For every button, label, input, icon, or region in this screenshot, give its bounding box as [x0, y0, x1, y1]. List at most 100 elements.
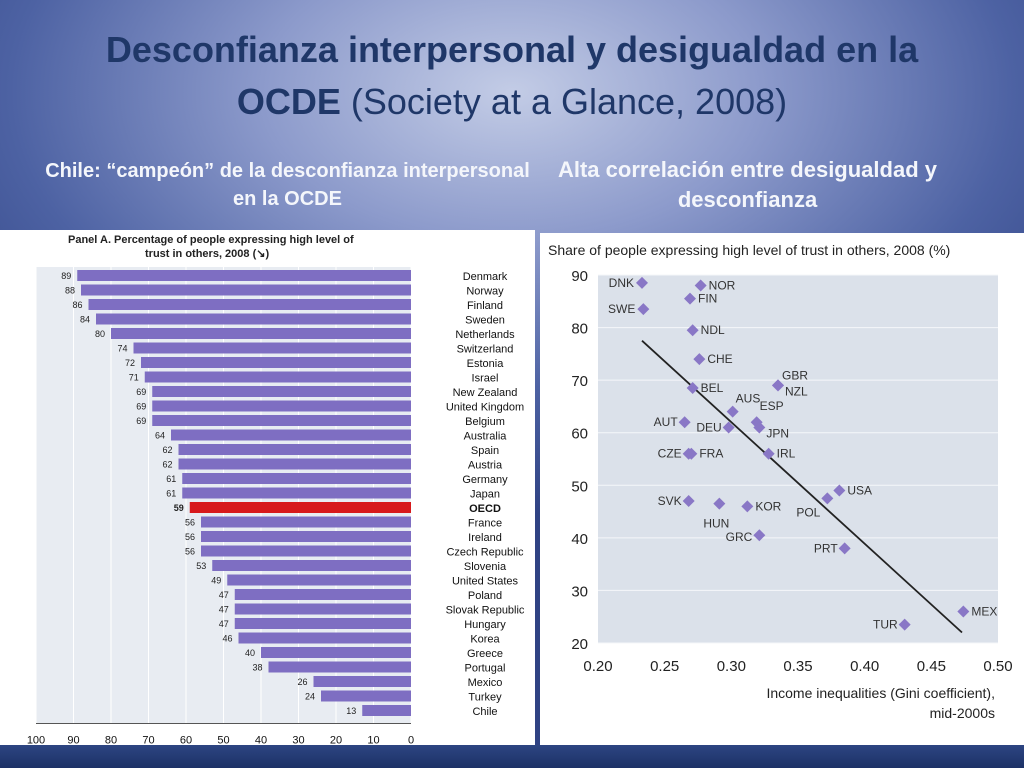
scatter-point: [682, 495, 695, 508]
bar: [182, 487, 411, 499]
scatter-y-tick-label: 60: [571, 426, 588, 443]
scatter-point: [898, 618, 911, 631]
bar-category-label: Netherlands: [455, 329, 515, 341]
scatter-point: [722, 421, 735, 434]
bar-value-label: 56: [185, 518, 195, 528]
bar: [227, 574, 411, 586]
bar: [81, 284, 411, 296]
scatter-plot-area: [598, 275, 998, 643]
bar-category-label: United States: [452, 576, 519, 588]
scatter-y-tick-label: 90: [571, 268, 588, 285]
bar-value-label: 86: [72, 300, 82, 310]
scatter-point-label: AUT: [654, 415, 679, 429]
scatter-x-axis-title-line-2: mid-2000s: [930, 705, 995, 721]
bar: [201, 516, 411, 528]
subtitle-left: Chile: “campeón” de la desconfianza inte…: [45, 160, 530, 210]
bar-category-label: France: [468, 518, 502, 530]
scatter-point: [833, 484, 846, 497]
scatter-point: [957, 605, 970, 618]
scatter-y-tick-label: 80: [571, 321, 588, 338]
scatter-y-tick-label: 40: [571, 531, 588, 548]
scatter-point-label: GBR: [782, 368, 808, 382]
bar-value-label: 61: [166, 489, 176, 499]
scatter-point: [685, 447, 698, 460]
subtitle-right: Alta correlación entre desigualdad y des…: [557, 157, 937, 212]
bar-category-label: New Zealand: [453, 387, 518, 399]
bar: [133, 342, 411, 354]
scatter-point-label: USA: [847, 484, 872, 498]
scatter-point-label: SWE: [608, 302, 635, 316]
bar: [77, 270, 411, 281]
bar-value-label: 69: [136, 387, 146, 397]
bar: [144, 371, 411, 383]
scatter-point-label: IRL: [777, 447, 796, 461]
bar-value-label: 61: [166, 474, 176, 484]
bar-category-label: Israel: [472, 373, 499, 385]
bar-category-label: Ireland: [468, 532, 502, 544]
bar: [321, 690, 411, 702]
bar-tick-label: 0: [408, 735, 414, 746]
bar-category-label: Mexico: [468, 677, 503, 689]
bar: [189, 502, 411, 513]
bar: [178, 444, 411, 455]
bar: [201, 531, 411, 542]
bar: [268, 661, 411, 673]
scatter-point: [637, 303, 650, 316]
bar-category-label: United Kingdom: [446, 402, 524, 414]
bar-value-label: 84: [80, 315, 90, 325]
scatter-point-label: NDL: [701, 323, 725, 337]
bar-category-label: Turkey: [468, 692, 502, 704]
bar-chart-panel: Panel A. Percentage of people expressing…: [0, 230, 535, 745]
scatter-point-label: TUR: [873, 618, 898, 632]
scatter-point-label: AUS: [736, 392, 761, 406]
scatter-point: [678, 416, 691, 429]
title-source: (Society at a Glance, 2008): [350, 81, 788, 122]
scatter-x-tick-label: 0.45: [917, 658, 946, 675]
bar-value-label: 74: [117, 344, 127, 354]
bar-category-label: Portugal: [465, 663, 506, 675]
scatter-x-tick-label: 0.50: [983, 658, 1012, 675]
scatter-point: [750, 416, 763, 429]
scatter-point: [693, 353, 706, 366]
scatter-chart: Share of people expressing high level of…: [548, 242, 1013, 721]
scatter-y-tick-label: 50: [571, 478, 588, 495]
bar-value-label: 56: [185, 532, 195, 542]
scatter-point: [753, 529, 766, 542]
bar-category-label: Austria: [468, 460, 503, 472]
scatter-x-tick-label: 0.25: [650, 658, 679, 675]
bar-category-label: OECD: [469, 503, 501, 515]
bar-value-label: 49: [211, 576, 221, 586]
bar-category-label: Chile: [472, 706, 497, 718]
scatter-point-label: NZL: [785, 384, 808, 398]
bar-value-label: 26: [297, 677, 307, 687]
scatter-point-label: NOR: [709, 279, 736, 293]
bar-tick-label: 60: [180, 735, 192, 746]
scatter-point: [686, 382, 699, 395]
scatter-point: [762, 447, 775, 460]
bar-value-label: 80: [95, 329, 105, 339]
scatter-point-label: CHE: [707, 352, 732, 366]
bar-category-label: Slovak Republic: [446, 605, 525, 617]
bar: [88, 299, 411, 310]
bar-category-label: Japan: [470, 489, 500, 501]
bar-tick-label: 100: [27, 735, 45, 746]
bar: [182, 473, 411, 484]
scatter-point: [821, 492, 834, 505]
scatter-point: [713, 497, 726, 510]
bar: [201, 545, 411, 557]
scatter-point-label: ESP: [760, 399, 784, 413]
bar-chart-title-line-1: Panel A. Percentage of people expressing…: [68, 234, 354, 246]
bar-category-label: Hungary: [464, 619, 506, 631]
scatter-point-label: MEX: [971, 604, 997, 618]
bar-category-label: Switzerland: [457, 344, 514, 356]
bar-value-label: 89: [61, 271, 71, 281]
bar-value-label: 69: [136, 402, 146, 412]
scatter-point: [686, 324, 699, 337]
bar: [178, 458, 411, 470]
bar-category-label: Denmark: [463, 271, 508, 283]
bar: [111, 328, 411, 339]
bar-tick-label: 10: [367, 735, 379, 746]
bar-category-label: Australia: [464, 431, 508, 443]
scatter-point-label: GRC: [726, 530, 753, 544]
scatter-point: [694, 279, 707, 292]
